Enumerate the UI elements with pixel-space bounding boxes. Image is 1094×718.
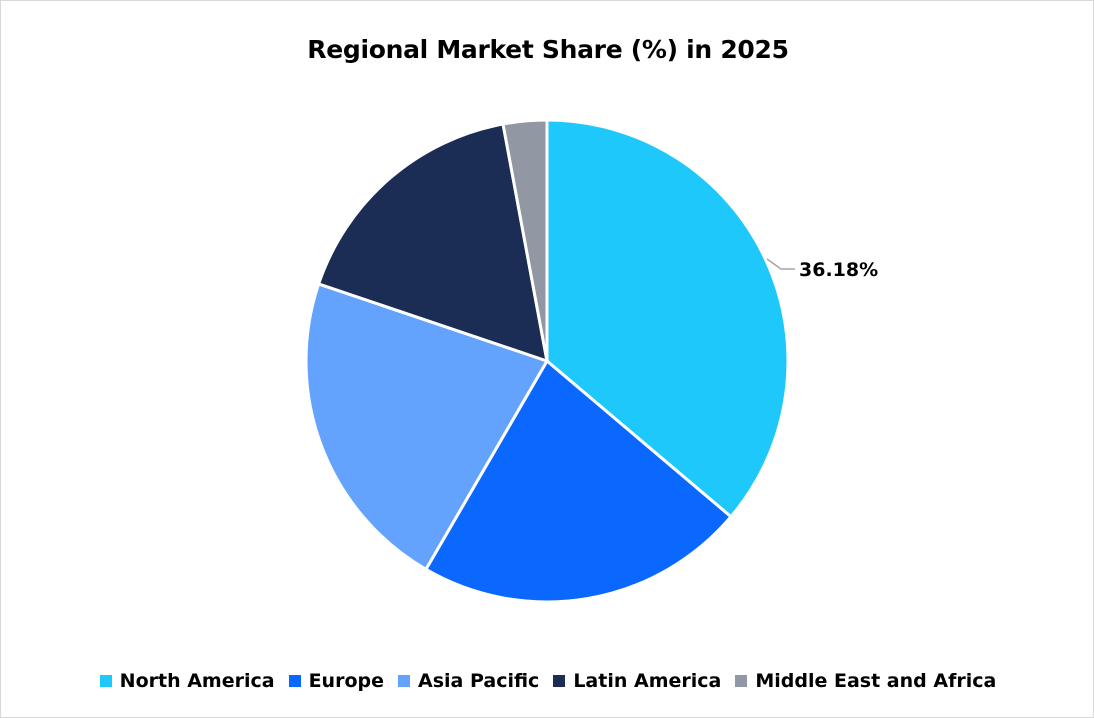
legend-item-latin-america[interactable]: Latin America <box>553 670 721 692</box>
leader-line <box>766 258 795 270</box>
legend-label: Latin America <box>573 670 722 692</box>
chart-title: Regional Market Share (%) in 2025 <box>307 35 789 64</box>
pie-slice-europe[interactable] <box>424 359 733 604</box>
pie-slices <box>304 118 790 604</box>
legend-item-asia-pacific[interactable]: Asia Pacific <box>398 670 539 692</box>
pie-slice-asia-pacific[interactable] <box>304 282 549 571</box>
pie-slice-north-america[interactable] <box>545 118 790 519</box>
data-label-north-america: 36.18% <box>799 259 879 281</box>
legend: North America Europe Asia Pacific Latin … <box>1 670 1093 692</box>
legend-swatch <box>398 675 410 687</box>
legend-swatch <box>99 675 112 687</box>
legend-swatch <box>735 675 748 687</box>
legend-label: Middle East and Africa <box>755 670 997 692</box>
legend-item-north-america[interactable]: North America <box>99 670 275 692</box>
legend-label: Asia Pacific <box>418 670 540 692</box>
legend-label: Europe <box>308 670 384 692</box>
pie-slice-latin-america[interactable] <box>317 122 549 363</box>
legend-item-middle-east-africa[interactable]: Middle East and Africa <box>735 670 996 692</box>
legend-swatch <box>288 675 301 687</box>
legend-item-europe[interactable]: Europe <box>288 670 384 692</box>
legend-label: North America <box>119 670 275 692</box>
legend-swatch <box>553 675 566 687</box>
pie-slice-middle-east-and-africa[interactable] <box>501 118 549 363</box>
